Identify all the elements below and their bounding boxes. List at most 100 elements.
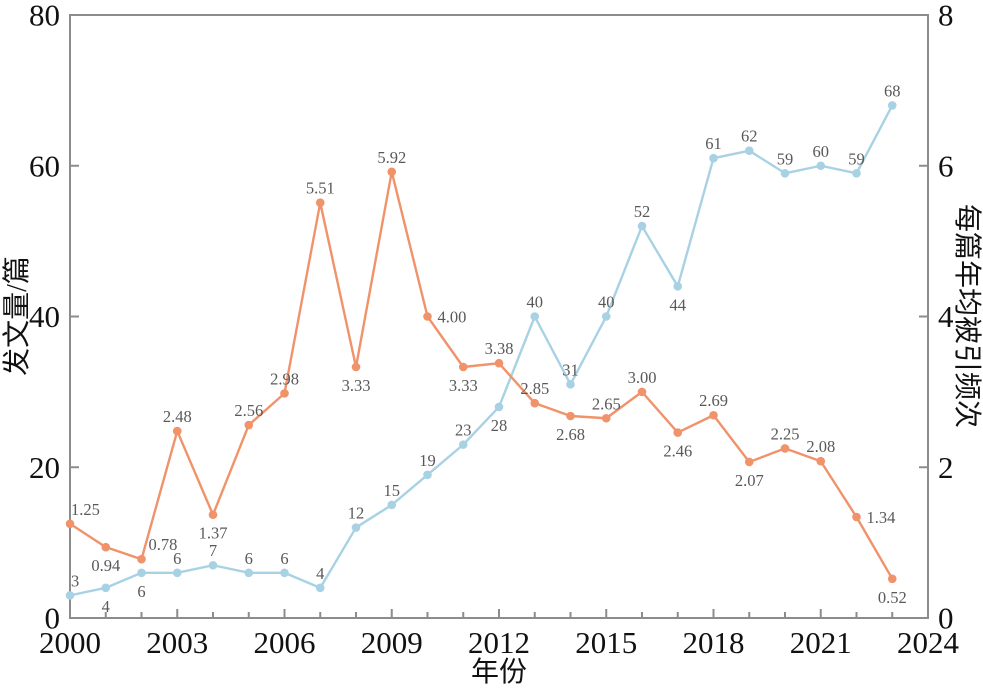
series-line-publications: [68, 104, 894, 597]
x-axis-tick-label: 2006: [254, 625, 316, 660]
x-axis-tick-label: 2021: [790, 625, 852, 660]
data-point: [315, 198, 325, 207]
left-axis-tick-label: 20: [29, 450, 60, 485]
data-point-label: 6: [245, 549, 253, 568]
data-point: [351, 362, 361, 372]
left-y-axis-title: 发文量/篇: [1, 256, 33, 376]
data-point-label: 61: [705, 134, 722, 153]
right-axis-tick-label: 8: [938, 0, 954, 33]
data-point: [172, 568, 182, 578]
data-point-label: 4: [102, 597, 110, 616]
data-point: [65, 591, 75, 600]
data-point-label: 52: [634, 202, 651, 221]
data-point: [816, 456, 826, 466]
data-point-label: 2.48: [163, 407, 192, 426]
data-point-label: 2.07: [735, 471, 764, 490]
data-point-label: 7: [209, 541, 217, 560]
data-point: [494, 358, 504, 368]
right-y-axis-title: 每篇年均被引频次: [951, 204, 983, 428]
x-axis-tick-label: 2018: [683, 625, 745, 660]
data-point-label: 62: [741, 127, 758, 146]
data-point-label: 31: [562, 360, 579, 379]
data-point: [137, 568, 146, 578]
data-point: [530, 312, 540, 321]
data-point: [494, 402, 504, 412]
data-point-label: 59: [848, 149, 865, 168]
data-point-label: 59: [777, 149, 794, 168]
right-axis-tick-label: 2: [938, 450, 954, 485]
x-axis-tick-label: 2003: [146, 625, 208, 660]
data-point-label: 0.94: [91, 556, 120, 575]
data-point: [887, 574, 897, 584]
data-point-label: 6: [280, 549, 288, 568]
data-point: [172, 426, 182, 436]
data-point: [601, 413, 611, 423]
data-point-label: 2.25: [771, 424, 800, 443]
data-point: [423, 312, 432, 321]
data-point: [566, 380, 575, 389]
data-point: [387, 167, 397, 177]
data-point: [780, 444, 790, 453]
data-point: [816, 161, 826, 171]
data-point-label: 19: [419, 451, 436, 470]
x-axis-title: 年份: [471, 656, 527, 688]
x-axis-tick-label: 2024: [897, 625, 960, 660]
data-point-label: 2.85: [520, 379, 549, 398]
data-point-label: 1.37: [199, 524, 228, 543]
data-point-label: 60: [813, 142, 830, 161]
data-point: [852, 168, 861, 178]
data-point: [780, 168, 790, 178]
data-point: [852, 512, 861, 522]
data-series: [65, 101, 897, 600]
data-point-label: 2.08: [806, 437, 835, 456]
x-axis-tick-label: 2000: [39, 625, 101, 660]
left-axis-tick-label: 40: [29, 299, 60, 334]
data-point-label: 0.52: [878, 588, 907, 607]
data-point-label: 2.46: [663, 442, 692, 461]
data-point-label: 1.34: [867, 508, 896, 527]
data-point-label: 4.00: [438, 308, 467, 327]
value-labels: 3 4 6 6 7 6 6 4 12 15 19 23 28 40 31 40 52 44 61 62 59 60 59 68…: [71, 81, 907, 615]
data-point: [566, 411, 575, 421]
data-point: [65, 519, 75, 529]
data-point: [280, 389, 289, 398]
data-point-label: 3.33: [449, 376, 478, 395]
data-point-label: 2.98: [270, 369, 299, 388]
data-point-label: 2.68: [556, 425, 585, 444]
data-point-label: 5.92: [377, 148, 406, 167]
data-point-label: 6: [173, 549, 181, 568]
data-point: [351, 523, 361, 532]
x-axis-tick-label: 2012: [468, 625, 530, 660]
data-point-label: 4: [316, 564, 324, 583]
data-point-label: 40: [598, 293, 615, 312]
data-point: [601, 312, 611, 321]
left-axis-tick-label: 0: [45, 601, 61, 636]
data-point: [101, 542, 111, 552]
left-axis-tick-label: 60: [29, 148, 60, 183]
data-point: [530, 398, 540, 408]
data-point: [637, 221, 647, 231]
x-axis-tick-label: 2015: [575, 625, 637, 660]
data-point-label: 6: [137, 582, 145, 601]
data-point-label: 1.25: [71, 500, 100, 519]
data-point-label: 3.00: [628, 368, 657, 387]
data-point-label: 40: [527, 293, 544, 312]
data-point: [744, 146, 754, 155]
data-point: [208, 560, 218, 570]
data-point: [101, 583, 111, 593]
data-point-label: 2.56: [234, 401, 263, 420]
data-point: [744, 457, 754, 467]
data-point: [673, 282, 683, 291]
data-point: [423, 470, 432, 480]
data-point-label: 0.78: [149, 535, 178, 554]
data-point-label: 23: [455, 421, 472, 440]
data-point-label: 2.65: [592, 394, 621, 413]
data-point: [244, 568, 254, 578]
data-point-label: 5.51: [306, 179, 335, 198]
data-point: [315, 583, 325, 593]
data-point: [280, 568, 289, 578]
data-point: [208, 510, 218, 520]
